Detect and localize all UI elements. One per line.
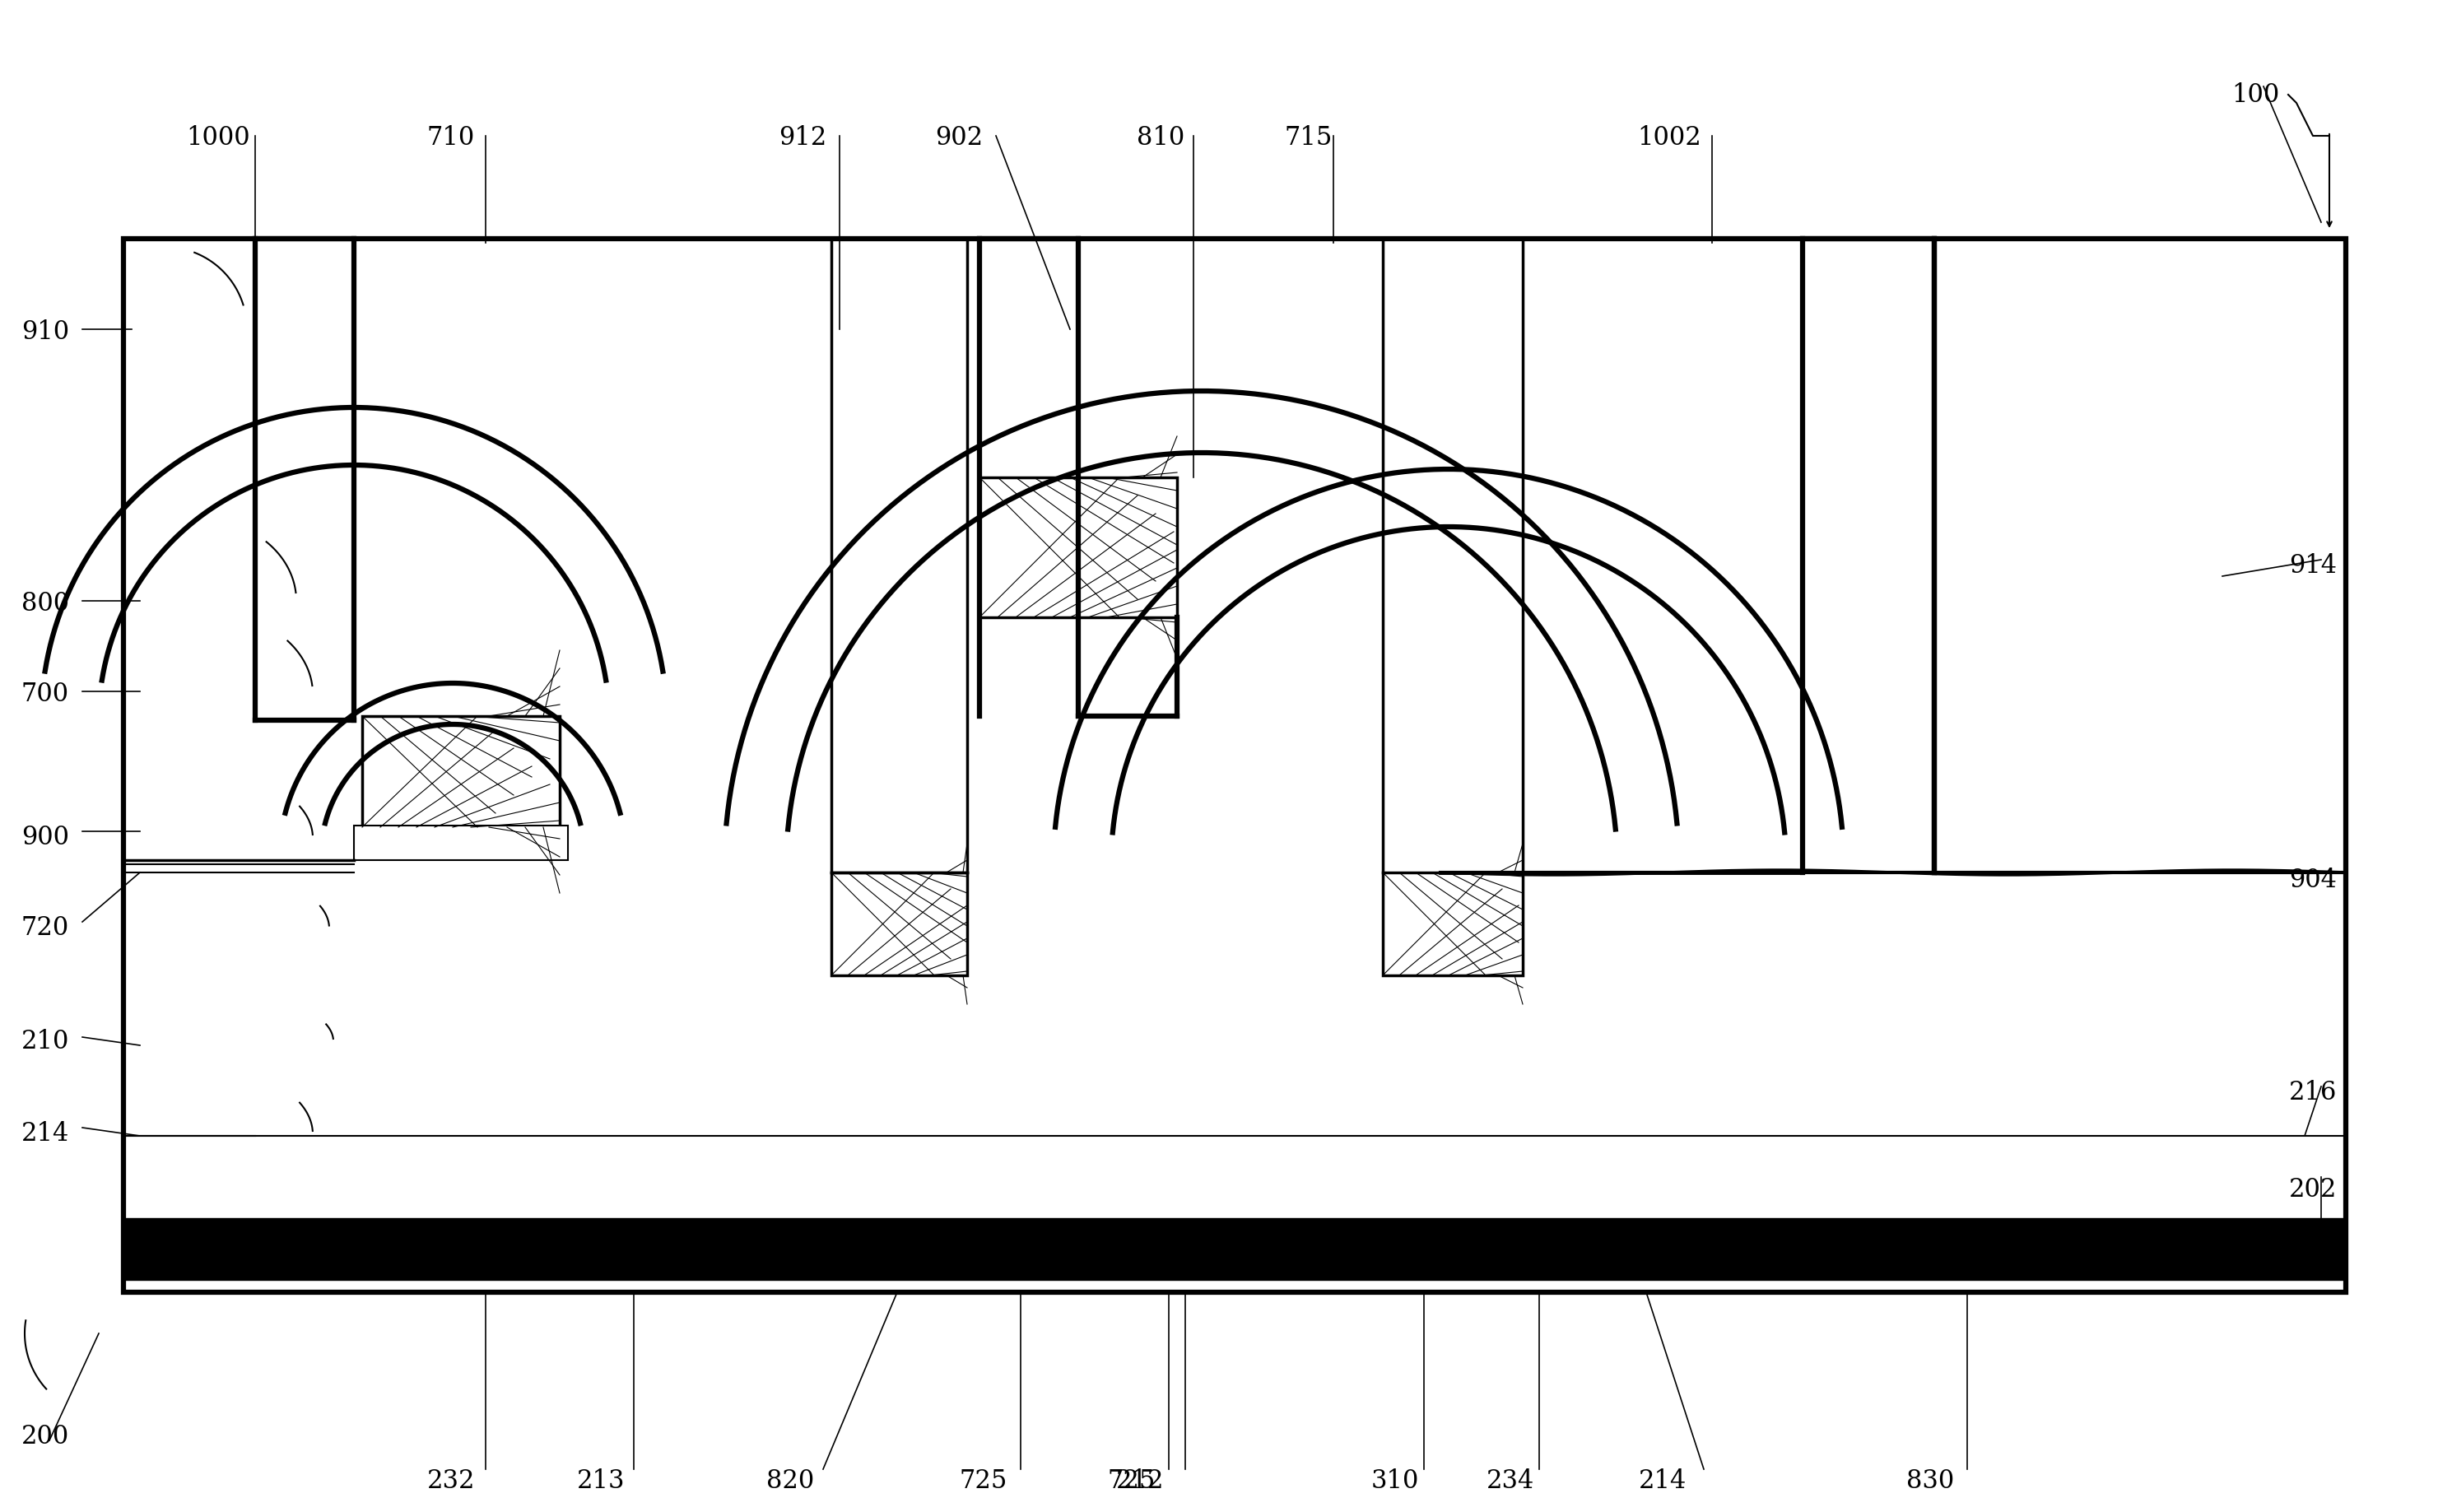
Text: 200: 200 [22, 1423, 68, 1448]
Text: 1000: 1000 [185, 125, 251, 151]
Text: 800: 800 [22, 591, 68, 615]
Polygon shape [980, 478, 1178, 617]
Text: 904: 904 [2289, 868, 2336, 894]
Text: 830: 830 [1907, 1468, 1955, 1494]
Text: 710: 710 [427, 125, 475, 151]
Text: 1002: 1002 [1638, 125, 1702, 151]
Text: 725: 725 [961, 1468, 1007, 1494]
Text: 914: 914 [2289, 553, 2336, 579]
Text: 715: 715 [1285, 125, 1334, 151]
Text: 725: 725 [1107, 1468, 1156, 1494]
Text: 700: 700 [22, 680, 68, 706]
Text: 232: 232 [427, 1468, 475, 1494]
Text: 820: 820 [766, 1468, 814, 1494]
Text: 910: 910 [22, 319, 68, 345]
Text: 214: 214 [22, 1122, 68, 1148]
Text: 810: 810 [1136, 125, 1185, 151]
Text: 214: 214 [1638, 1468, 1687, 1494]
Text: 720: 720 [22, 916, 68, 940]
Text: 902: 902 [936, 125, 983, 151]
Text: 912: 912 [778, 125, 826, 151]
Text: 216: 216 [2289, 1080, 2338, 1105]
Text: 234: 234 [1487, 1468, 1534, 1494]
Text: 212: 212 [1117, 1468, 1163, 1494]
Text: 100: 100 [2231, 82, 2280, 107]
Polygon shape [1382, 872, 1524, 975]
Text: 210: 210 [22, 1028, 68, 1054]
Polygon shape [354, 826, 568, 860]
Text: 310: 310 [1370, 1468, 1419, 1494]
Text: 900: 900 [22, 826, 68, 851]
Text: 202: 202 [2289, 1176, 2338, 1202]
Polygon shape [831, 872, 968, 975]
Text: 213: 213 [578, 1468, 624, 1494]
Polygon shape [363, 717, 561, 827]
